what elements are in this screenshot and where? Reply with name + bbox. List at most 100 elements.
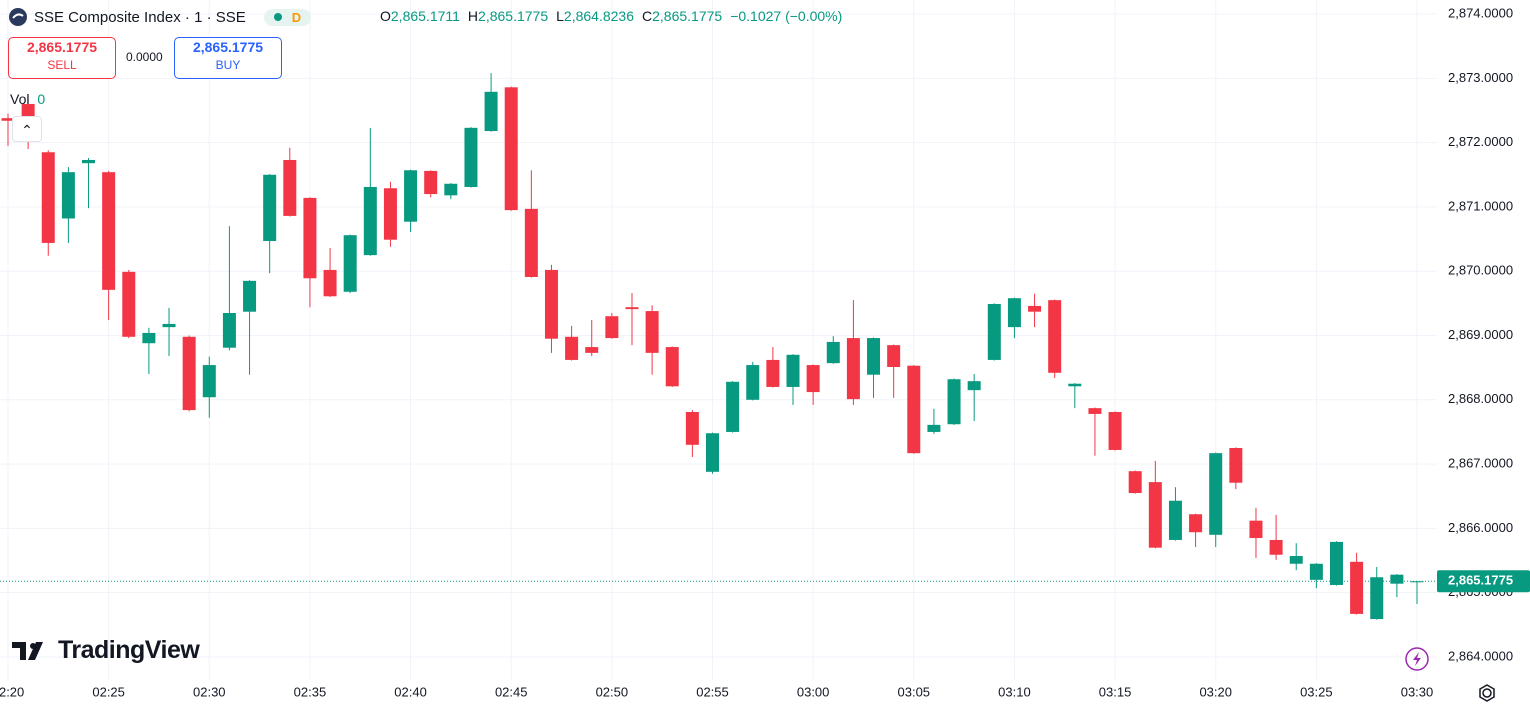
candle-body [1068,383,1082,387]
candle-body [806,365,820,393]
y-tick-label: 2,874.0000 [1448,5,1513,20]
candle-body [464,127,478,187]
settings-button[interactable] [1477,683,1497,703]
candle-body [887,345,901,368]
candle-body [1309,563,1323,580]
y-tick-label: 2,867.0000 [1448,456,1513,471]
candle-body [283,159,297,216]
candle-body [162,323,176,328]
candle-body [263,174,277,241]
x-tick-label: 03:15 [1099,684,1132,699]
ohlc-value: 2,865.1711 [390,8,460,24]
last-price-badge [1437,570,1530,593]
buy-button[interactable]: 2,865.1775 BUY [174,37,282,79]
candle-body [826,341,840,364]
candle-body [404,170,418,222]
x-tick-label: 02:55 [696,684,729,699]
candle-body [726,381,740,432]
status-dot [273,13,282,21]
candle-body [1269,539,1283,555]
x-tick-label: 02:25 [92,684,125,699]
ohlc-legend: O2,865.1711 H2,865.1775 L2,864.8236 C2,8… [380,8,842,24]
candle-body [544,269,558,339]
candle-body [1410,581,1424,583]
y-tick-label: 2,868.0000 [1448,391,1513,406]
candle-body [1007,298,1021,328]
candle-body [61,172,75,219]
collapse-button[interactable]: ⌃ [12,116,42,142]
candle-body [182,336,196,411]
x-tick-label: 02:40 [394,684,427,699]
candle-body [222,312,236,348]
candle-body [605,316,619,339]
candle-body [867,338,881,375]
candle-body [665,347,679,387]
candle-body [1108,412,1122,450]
y-tick-label: 2,869.0000 [1448,327,1513,342]
candle-body [1249,520,1263,539]
candle-body [625,307,639,310]
y-tick-label: 2,864.0000 [1448,648,1513,663]
x-tick-label: 03:30 [1401,684,1434,699]
ohlc-key: C [642,8,653,24]
y-tick-label: 2,873.0000 [1448,70,1513,85]
header: SSE Composite Index · 1 · SSE D [8,7,312,27]
candle-body [1028,305,1042,312]
candle-body [1209,453,1223,535]
candle-body [947,379,961,425]
logo: TradingView [12,636,200,665]
candle-body [1189,514,1203,533]
x-tick-label: 02:30 [193,684,226,699]
last-price-label: 2,865.1775 [1448,573,1513,588]
candle-body [82,159,96,164]
lightning-button[interactable] [1404,646,1430,672]
candle-body [484,91,498,132]
x-tick-label: 03:10 [998,684,1031,699]
candle-body [1,118,15,121]
candle-body [1390,574,1404,584]
plot-area [0,0,1437,680]
candle-body [706,433,719,472]
volume-legend: Vol 0 [10,91,45,107]
candle-body [927,424,941,432]
candle-body [645,311,659,353]
candle-body [1088,408,1102,414]
x-tick-label: 02:50 [596,684,629,699]
symbol-icon [9,8,27,26]
candle-body [1128,471,1142,494]
x-tick-label: 03:00 [797,684,830,699]
candle-body [303,197,317,279]
buy-price: 2,865.1775 [192,39,264,55]
candle-body [504,87,518,211]
candle-body [907,365,921,454]
candle-body [122,271,136,337]
candle-body [1229,448,1243,483]
sell-price: 2,865.1775 [26,39,98,55]
ohlc-key: O [380,8,391,24]
ohlc-key: L [556,8,564,24]
candle-body [202,365,216,398]
candle-body [987,303,1001,360]
market-status[interactable]: D [263,8,312,26]
candle-body [102,172,116,290]
candle-body [343,235,357,292]
sell-button[interactable]: 2,865.1775 SELL [8,37,116,79]
candle-body [142,332,156,344]
ohlc-value: 2,865.1775 [652,8,723,24]
sell-label: SELL [47,58,77,72]
candle-body [846,338,860,400]
spread: 0.0000 [126,50,163,64]
candle-body [1048,300,1062,373]
candle-body [524,208,538,277]
x-tick-label: 02:45 [495,684,528,699]
symbol-title[interactable]: SSE Composite Index · 1 · SSE [34,8,246,26]
candle-body [41,152,55,243]
x-tick-label: 03:20 [1199,684,1232,699]
y-tick-label: 2,871.0000 [1448,198,1513,213]
candle-body [1168,500,1182,540]
candle-body [1350,561,1364,614]
candle-body [424,170,438,195]
logo-text: TradingView [58,636,200,664]
